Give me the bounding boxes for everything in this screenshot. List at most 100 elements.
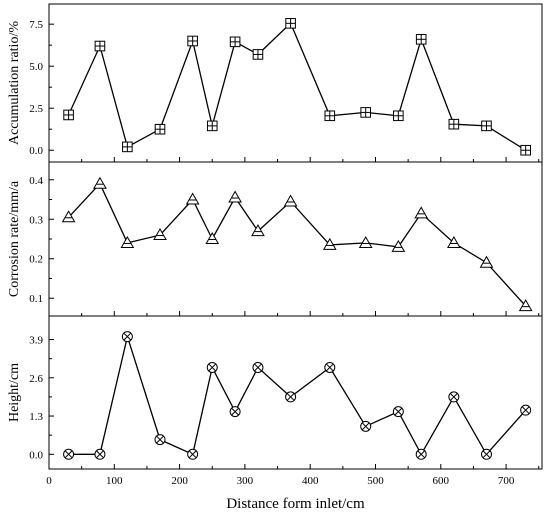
y-tick-label: 5.0: [29, 61, 43, 73]
data-point: [121, 331, 133, 343]
marker-triangle: [93, 176, 107, 189]
data-point: [415, 33, 427, 45]
data-point: [252, 361, 264, 373]
data-point: [252, 49, 264, 60]
series-line: [68, 22, 527, 151]
data-point: [122, 141, 133, 153]
marker-triangle: [479, 255, 494, 268]
data-point: [518, 299, 533, 312]
data-point: [93, 176, 107, 189]
x-axis-label: Distance form inlet/cm: [226, 496, 365, 512]
marker-x2: [361, 422, 370, 431]
y-axis-label: Height/cm: [7, 363, 22, 422]
y-tick-label: 0.3: [29, 214, 43, 226]
marker-x2: [394, 407, 403, 416]
data-point: [392, 406, 404, 418]
data-point: [120, 235, 135, 248]
marker-x2: [64, 450, 73, 459]
y-tick-label: 0.0: [29, 449, 43, 461]
data-point: [448, 118, 460, 130]
data-point: [479, 255, 494, 268]
marker-x2: [325, 363, 334, 372]
data-point: [206, 361, 218, 373]
marker-x2: [521, 406, 530, 415]
x-tick-label: 200: [171, 475, 188, 487]
data-point: [415, 448, 427, 460]
marker-triangle: [358, 235, 373, 248]
data-point: [520, 404, 532, 416]
data-point: [322, 237, 337, 250]
data-point: [360, 107, 371, 118]
panel-3: 0.0 1.3 2.6 3.9 Height/cm: [7, 315, 543, 470]
marker-triangle: [446, 235, 461, 248]
data-point: [63, 109, 74, 121]
data-point: [63, 448, 75, 460]
marker-x2: [188, 450, 197, 459]
y-axis-label: Corrosion rate/mm/a: [7, 180, 22, 297]
data-point: [94, 40, 106, 52]
y-axis-label: Accumulation ratio/%: [7, 21, 22, 145]
data-point: [229, 36, 241, 48]
data-point: [94, 448, 106, 460]
data-point: [283, 194, 298, 207]
data-point: [229, 406, 241, 418]
y-tick-label: 2.6: [29, 373, 43, 385]
series-line: [68, 334, 527, 456]
marker-triangle: [185, 192, 200, 205]
marker-x2: [449, 393, 458, 401]
marker-triangle: [120, 235, 135, 248]
x-tick-label: 500: [367, 475, 384, 487]
panel-2: 0.1 0.2 0.3 0.4 Corrosion rate/mm/a: [7, 161, 543, 317]
marker-x2: [482, 450, 491, 459]
marker-triangle: [322, 237, 337, 250]
data-point: [324, 361, 336, 373]
y-tick-label: 0.1: [29, 293, 43, 305]
data-point: [153, 228, 167, 241]
data-point: [228, 190, 242, 203]
panel-1: 0.0 2.5 5.0 7.5 Accumulation ratio/%: [7, 3, 543, 163]
x-tick-label: 0: [46, 475, 52, 487]
data-point: [520, 144, 531, 156]
data-point: [393, 110, 404, 122]
data-point: [391, 239, 406, 252]
marker-triangle: [414, 206, 429, 219]
y-tick-label: 3.9: [29, 335, 43, 347]
panel-frame: [48, 315, 543, 470]
marker-x2: [231, 407, 239, 416]
data-point: [358, 235, 373, 248]
marker-triangle: [228, 190, 242, 203]
data-point: [154, 434, 166, 446]
marker-triangle: [61, 210, 76, 223]
data-point: [360, 420, 372, 432]
data-point: [285, 391, 297, 403]
data-point: [251, 224, 265, 237]
data-point: [446, 235, 461, 248]
marker-triangle: [283, 194, 298, 207]
y-tick-label: 0.2: [29, 254, 43, 266]
marker-x2: [123, 332, 132, 341]
marker-x2: [156, 435, 164, 444]
marker-x2: [208, 363, 217, 372]
marker-triangle: [518, 299, 533, 312]
y-tick-label: 0.4: [29, 175, 43, 187]
data-point: [187, 35, 198, 47]
marker-triangle: [391, 239, 406, 252]
y-tick-label: 1.3: [29, 411, 43, 423]
data-point: [481, 120, 492, 132]
marker-x2: [96, 450, 104, 459]
data-point: [154, 123, 166, 135]
x-tick-label: 400: [302, 475, 319, 487]
marker-x2: [254, 363, 262, 372]
data-point: [61, 210, 76, 223]
data-point: [448, 391, 460, 403]
data-point: [205, 231, 220, 244]
x-tick-label: 700: [498, 475, 515, 487]
x-tick-label: 300: [237, 475, 254, 487]
x-tick-label: 600: [433, 475, 450, 487]
data-point: [185, 192, 200, 205]
marker-triangle: [251, 224, 265, 237]
data-point: [480, 448, 492, 460]
data-point: [187, 448, 199, 460]
data-point: [206, 120, 218, 132]
